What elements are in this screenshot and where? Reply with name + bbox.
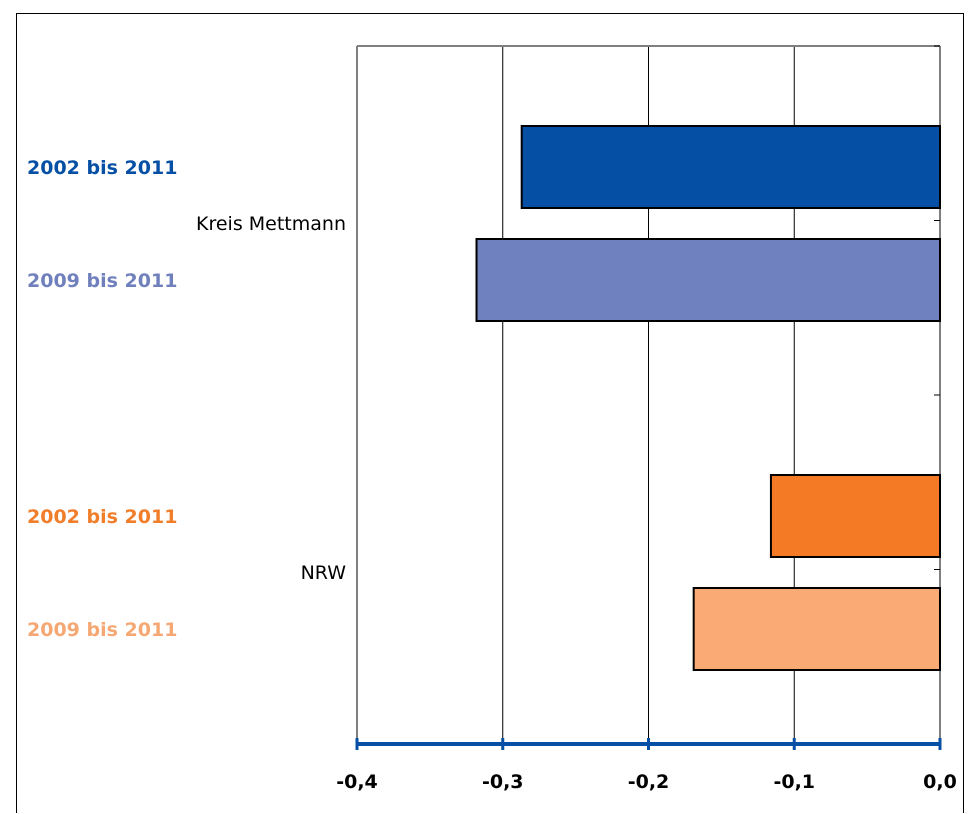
x-axis-ticks: -0,4 -0,3 -0,2 -0,1 0,0: [336, 738, 957, 793]
series-label: 2002 bis 2011: [27, 157, 177, 179]
category-labels: 2002 bis 2011 2009 bis 2011 Kreis Mettmann…: [27, 157, 346, 641]
group-label: NRW: [301, 562, 347, 584]
group-label: Kreis Mettmann: [196, 213, 346, 235]
x-tick-label: -0,3: [482, 771, 524, 793]
x-tick-label: -0,1: [773, 771, 815, 793]
x-tick-label: -0,2: [628, 771, 670, 793]
series-label: 2002 bis 2011: [27, 506, 177, 528]
series-label: 2009 bis 2011: [27, 270, 177, 292]
bar: [475, 238, 941, 322]
series-label: 2009 bis 2011: [27, 619, 177, 641]
bars: [475, 125, 941, 671]
chart-frame: [16, 13, 964, 813]
bar: [520, 125, 941, 209]
bar: [692, 587, 941, 671]
x-tick-label: 0,0: [923, 771, 957, 793]
y-axis-ticks: [934, 45, 940, 570]
bar: [769, 474, 941, 558]
x-tick-label: -0,4: [336, 771, 378, 793]
